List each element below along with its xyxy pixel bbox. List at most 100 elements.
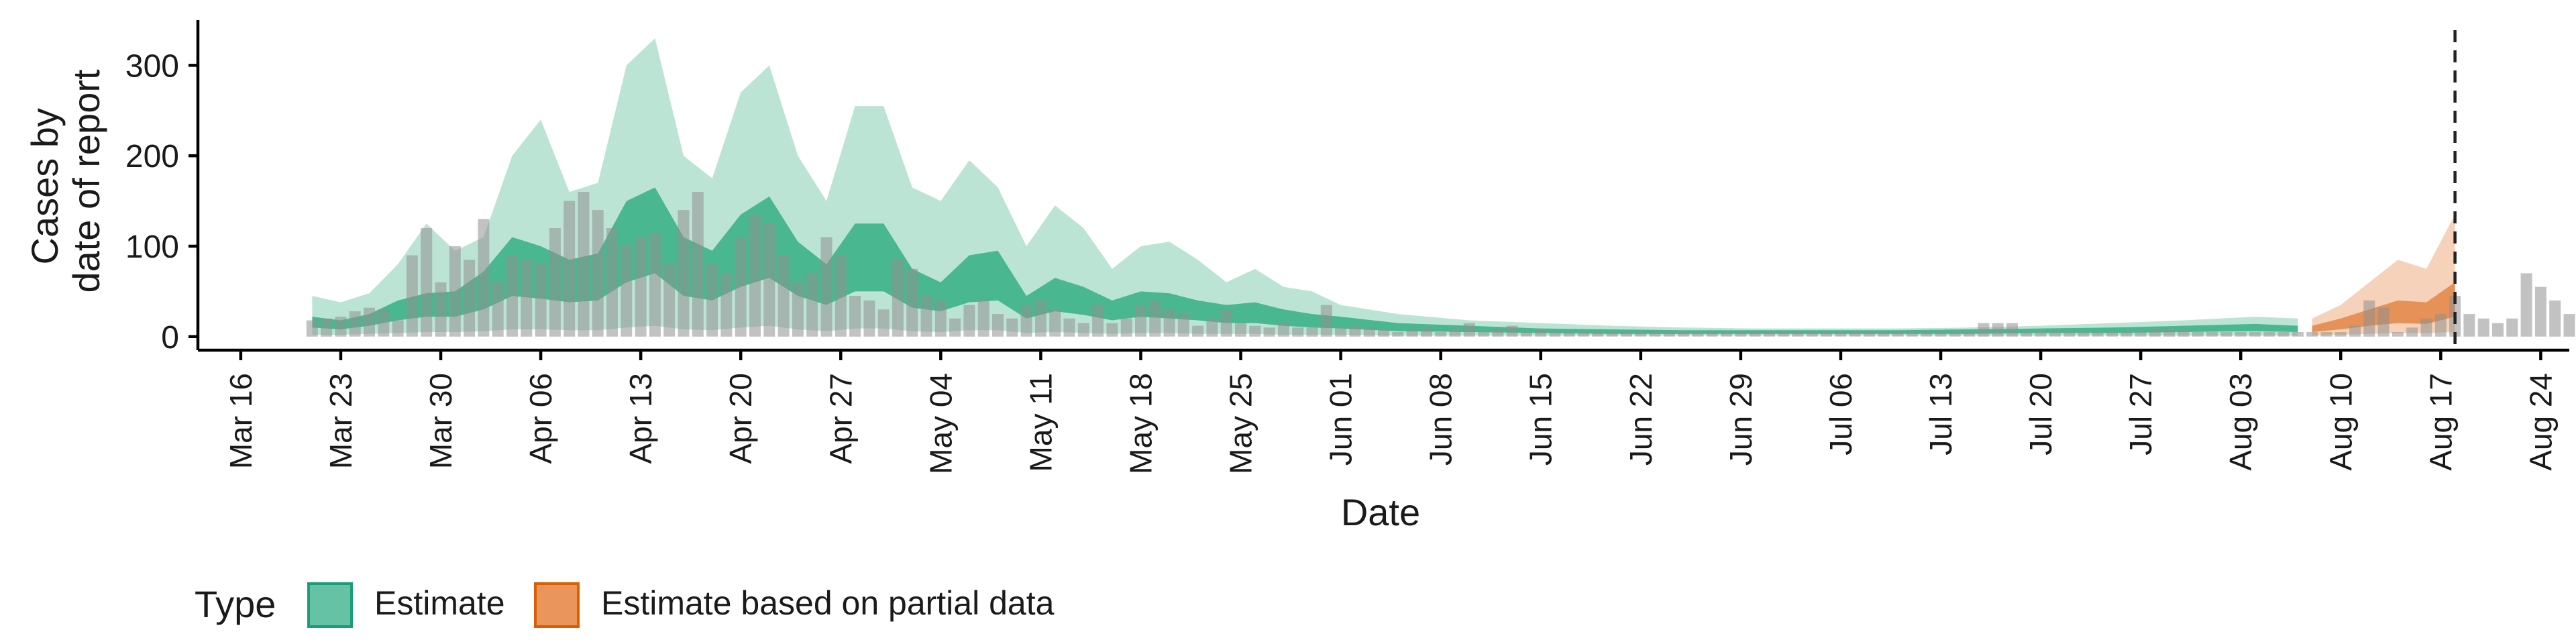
reported-case-bar xyxy=(977,300,989,337)
reported-case-bar xyxy=(2534,286,2546,337)
reported-case-bar xyxy=(1506,325,1518,337)
reported-case-bar xyxy=(1520,332,1532,337)
reported-case-bar xyxy=(2477,318,2489,337)
x-tick-label: Apr 13 xyxy=(623,373,658,464)
y-axis-ticks: 0 100 200 300 xyxy=(125,48,198,356)
reported-case-bar xyxy=(2049,332,2061,337)
reported-case-bar xyxy=(1735,332,1747,337)
reported-case-bar xyxy=(992,314,1004,337)
reported-case-bar xyxy=(849,296,861,337)
reported-case-bar xyxy=(449,246,461,337)
x-tick-label: Jun 29 xyxy=(1723,373,1758,466)
reported-case-bar xyxy=(2292,332,2304,337)
reported-case-bar xyxy=(2306,332,2318,337)
reported-case-bar xyxy=(421,228,433,337)
reported-case-bar xyxy=(1749,332,1761,337)
reported-case-bar xyxy=(835,255,847,337)
reported-case-bar xyxy=(2106,332,2118,337)
reported-case-bar xyxy=(2021,332,2033,337)
legend-key-estimate xyxy=(307,582,353,628)
reported-case-bar xyxy=(1335,327,1347,337)
reported-case-bar xyxy=(1706,332,1718,337)
reported-case-bar xyxy=(606,228,618,337)
reported-case-bar xyxy=(1349,325,1361,337)
reported-case-bar xyxy=(1721,332,1733,337)
reported-case-bar xyxy=(349,311,361,337)
reported-case-bar xyxy=(692,192,704,337)
reported-case-bar xyxy=(2563,314,2575,337)
reported-case-bar xyxy=(777,255,790,337)
reported-case-bar xyxy=(1678,332,1690,337)
reported-case-bar xyxy=(2006,323,2018,337)
reported-case-bar xyxy=(1306,327,1318,337)
x-tick-label: Jul 20 xyxy=(2023,373,2058,455)
reported-case-bar xyxy=(1578,332,1590,337)
x-tick-label: Aug 03 xyxy=(2223,373,2258,471)
reported-case-bar xyxy=(435,282,447,337)
reported-case-bar xyxy=(2377,307,2390,337)
y-tick-label: 0 xyxy=(161,320,179,356)
x-tick-label: Jun 15 xyxy=(1523,373,1558,466)
reported-case-bar xyxy=(2334,332,2347,337)
reported-case-bar xyxy=(2206,332,2218,337)
reported-case-bar xyxy=(2520,273,2532,337)
y-tick-label: 100 xyxy=(125,229,179,265)
reported-case-bar xyxy=(1263,327,1275,337)
reported-case-bar xyxy=(2506,318,2518,337)
reported-case-bar xyxy=(1163,309,1175,337)
reported-case-bar xyxy=(2406,327,2418,337)
reported-case-bar xyxy=(1235,323,1246,337)
reported-case-bar xyxy=(1549,331,1561,337)
reported-case-bar xyxy=(1192,325,1204,337)
reported-case-bar xyxy=(678,210,690,337)
reported-case-bar xyxy=(1778,332,1790,337)
reported-case-bar xyxy=(321,318,333,337)
reported-case-bar xyxy=(963,305,975,337)
reported-case-bar xyxy=(1978,323,1990,337)
reported-case-bar xyxy=(906,268,918,337)
reported-case-bar xyxy=(749,214,761,337)
x-tick-label: May 25 xyxy=(1224,373,1258,474)
reported-case-bar xyxy=(706,264,718,337)
reported-case-bar xyxy=(2163,329,2176,337)
legend-key-partial xyxy=(534,582,580,628)
reported-case-bar xyxy=(1821,332,1833,337)
reported-case-bar xyxy=(2078,332,2090,337)
reported-case-bar xyxy=(1392,332,1404,337)
reported-case-bar xyxy=(1006,318,1018,337)
reported-case-bar xyxy=(806,273,818,337)
reported-case-bar xyxy=(920,296,932,337)
reported-case-bar xyxy=(1764,332,1775,337)
x-tick-label: Mar 23 xyxy=(323,373,358,469)
reported-case-bar xyxy=(1149,300,1161,337)
reported-case-bar xyxy=(1835,332,1847,337)
y-tick-label: 200 xyxy=(125,139,179,174)
reported-case-bar xyxy=(1220,309,1232,337)
x-axis: Mar 16 Mar 23 Mar 30 Apr 06 Apr 13 Apr 20 Apr … xyxy=(198,348,2569,474)
reported-case-bar xyxy=(649,232,661,337)
reported-case-bar xyxy=(535,264,547,337)
reported-case-bar xyxy=(1649,332,1661,337)
reported-case-bar xyxy=(1635,332,1647,337)
reported-case-bar xyxy=(564,201,576,337)
reported-case-bar xyxy=(2149,329,2161,337)
y-axis-title-line-2: date of report xyxy=(65,69,107,293)
reported-case-bar xyxy=(1049,309,1061,337)
reported-case-bar xyxy=(1406,329,1418,337)
reported-case-bar xyxy=(1849,332,1861,337)
x-axis-ticks: Mar 16 Mar 23 Mar 30 Apr 06 Apr 13 Apr 20 Apr … xyxy=(223,350,2558,474)
reported-case-bar xyxy=(2178,329,2190,337)
reported-case-bar xyxy=(521,260,533,337)
x-tick-label: Apr 27 xyxy=(823,373,858,464)
reported-case-bar xyxy=(621,246,633,337)
reported-case-bar xyxy=(578,192,590,337)
y-axis-title: Cases by date of report xyxy=(23,69,107,293)
x-tick-label: Apr 06 xyxy=(523,373,558,464)
reported-case-bars xyxy=(306,192,2575,337)
reported-case-bar xyxy=(2192,332,2204,337)
reported-case-bar xyxy=(2121,332,2133,337)
x-tick-label: Jun 08 xyxy=(1424,373,1458,466)
x-tick-label: Aug 10 xyxy=(2323,373,2358,471)
reported-case-bar xyxy=(763,223,775,337)
